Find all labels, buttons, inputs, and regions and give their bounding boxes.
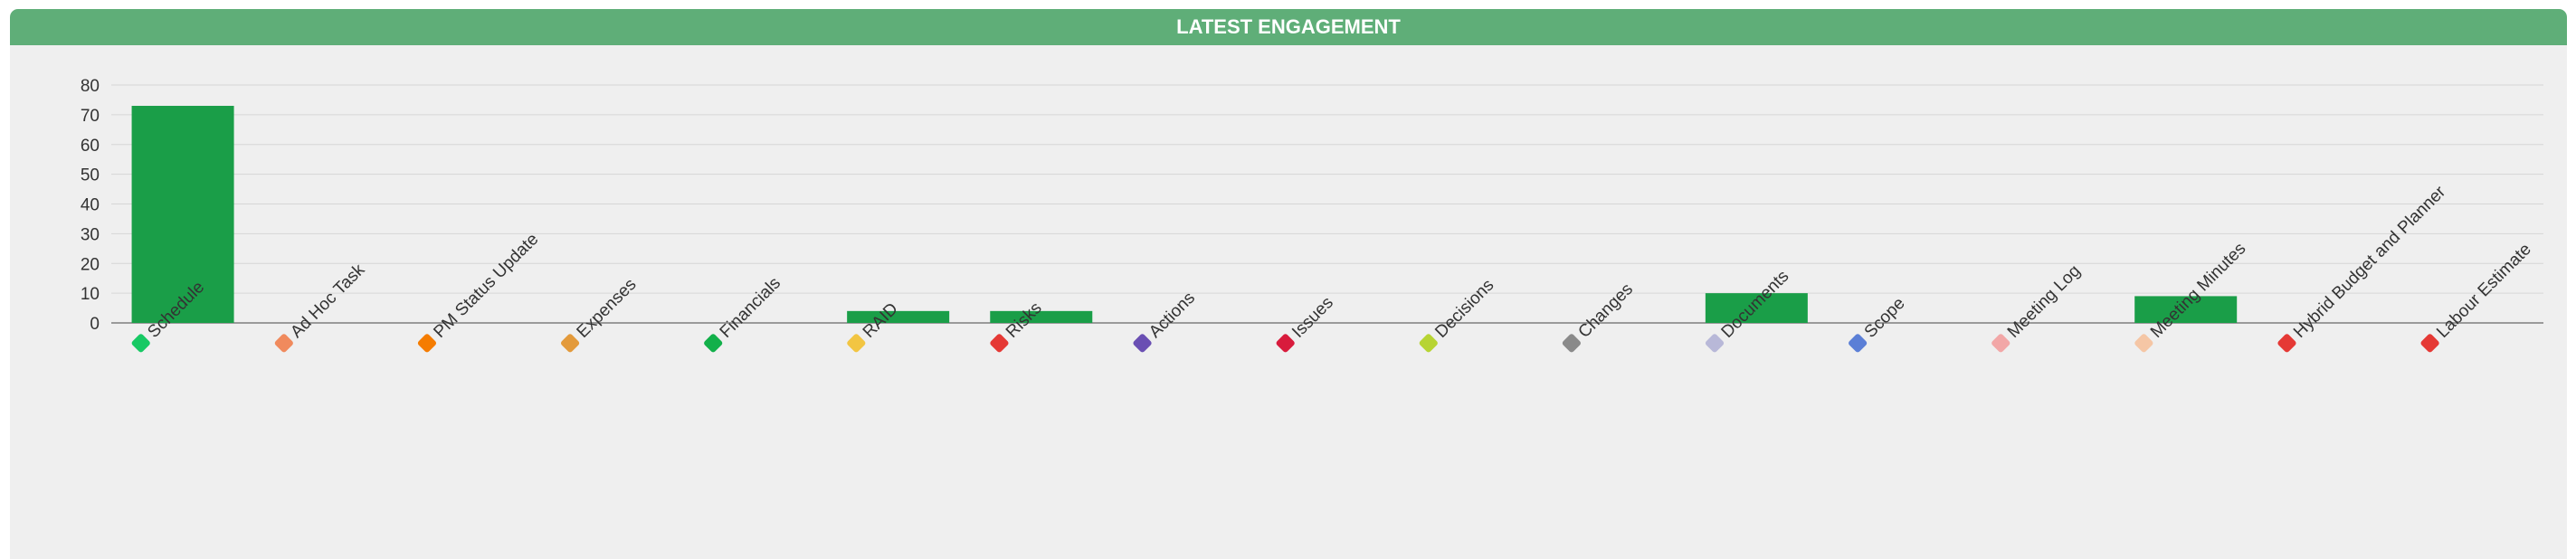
x-tick-label: Ad Hoc Task xyxy=(287,261,368,342)
x-label-group: Changes xyxy=(1562,280,1637,353)
panel-header: LATEST ENGAGEMENT xyxy=(10,9,2567,45)
x-label-group: Decisions xyxy=(1419,276,1497,353)
y-tick-label: 40 xyxy=(81,196,100,215)
x-tick-label: Decisions xyxy=(1431,276,1497,342)
bar-documents[interactable] xyxy=(1705,293,1808,323)
y-tick-label: 10 xyxy=(81,285,100,304)
y-tick-label: 60 xyxy=(81,137,100,156)
engagement-panel: LATEST ENGAGEMENT 0 10 20 30 40 50 60 70 80 Sched… xyxy=(10,9,2567,559)
x-label-group: RAID xyxy=(847,299,902,353)
y-tick-label: 70 xyxy=(81,107,100,126)
pencil-icon xyxy=(417,334,437,353)
calendar-icon xyxy=(1849,334,1868,353)
sticky-note-icon xyxy=(847,334,866,353)
panel-title: LATEST ENGAGEMENT xyxy=(1176,15,1401,38)
x-tick-label: Meeting Minutes xyxy=(2147,240,2249,342)
x-tick-label: Issues xyxy=(1288,293,1337,342)
x-tick-label: Meeting Log xyxy=(2004,261,2085,342)
y-tick-label: 0 xyxy=(90,315,100,334)
x-tick-label: Scope xyxy=(1861,294,1909,342)
y-tick-label: 20 xyxy=(81,255,100,274)
x-label-group: Financials xyxy=(704,274,784,353)
bar-raid[interactable] xyxy=(847,310,950,323)
pencil-ruler-icon xyxy=(274,334,293,353)
x-tick-label: Changes xyxy=(1574,280,1637,342)
x-label-group: Issues xyxy=(1276,293,1337,353)
x-label-group: Hybrid Budget and Planner xyxy=(2277,182,2450,353)
red-briefcase-icon xyxy=(2277,334,2296,353)
bar-schedule[interactable] xyxy=(131,106,234,323)
scissors-icon xyxy=(1562,334,1581,353)
x-tick-label: Expenses xyxy=(574,275,641,342)
bar-meeting-minutes[interactable] xyxy=(2134,296,2238,323)
document-icon xyxy=(1705,334,1725,353)
red-pin-icon xyxy=(990,334,1009,353)
x-label-group: Scope xyxy=(1849,294,1909,353)
x-label-group: Labour Estimate xyxy=(2420,240,2535,353)
y-tick-label: 30 xyxy=(81,225,100,244)
y-tick-label: 50 xyxy=(81,166,100,185)
handshake-icon xyxy=(2134,334,2153,353)
notebook-icon xyxy=(1991,334,2010,353)
x-tick-label: PM Status Update xyxy=(430,230,542,342)
x-tick-label: Hybrid Budget and Planner xyxy=(2290,182,2450,342)
x-tick-label: Labour Estimate xyxy=(2433,240,2535,342)
x-label-group: Risks xyxy=(990,298,1046,353)
x-tick-label: Actions xyxy=(1145,289,1199,342)
x-label-group: Ad Hoc Task xyxy=(274,261,369,353)
bar-risks[interactable] xyxy=(990,310,1093,323)
dollar-arrows-icon xyxy=(704,334,723,353)
x-label-group: Expenses xyxy=(560,275,641,353)
x-tick-label: Financials xyxy=(717,274,784,342)
red-tag-icon xyxy=(1276,334,1295,353)
check-green-icon xyxy=(131,334,150,353)
y-tick-label: 80 xyxy=(81,77,100,96)
red-briefcase-icon xyxy=(2420,334,2439,353)
l-square-icon xyxy=(1133,334,1152,353)
yellow-green-split-icon xyxy=(1419,334,1438,353)
x-label-group: Meeting Log xyxy=(1991,261,2085,353)
money-bag-icon xyxy=(560,334,580,353)
